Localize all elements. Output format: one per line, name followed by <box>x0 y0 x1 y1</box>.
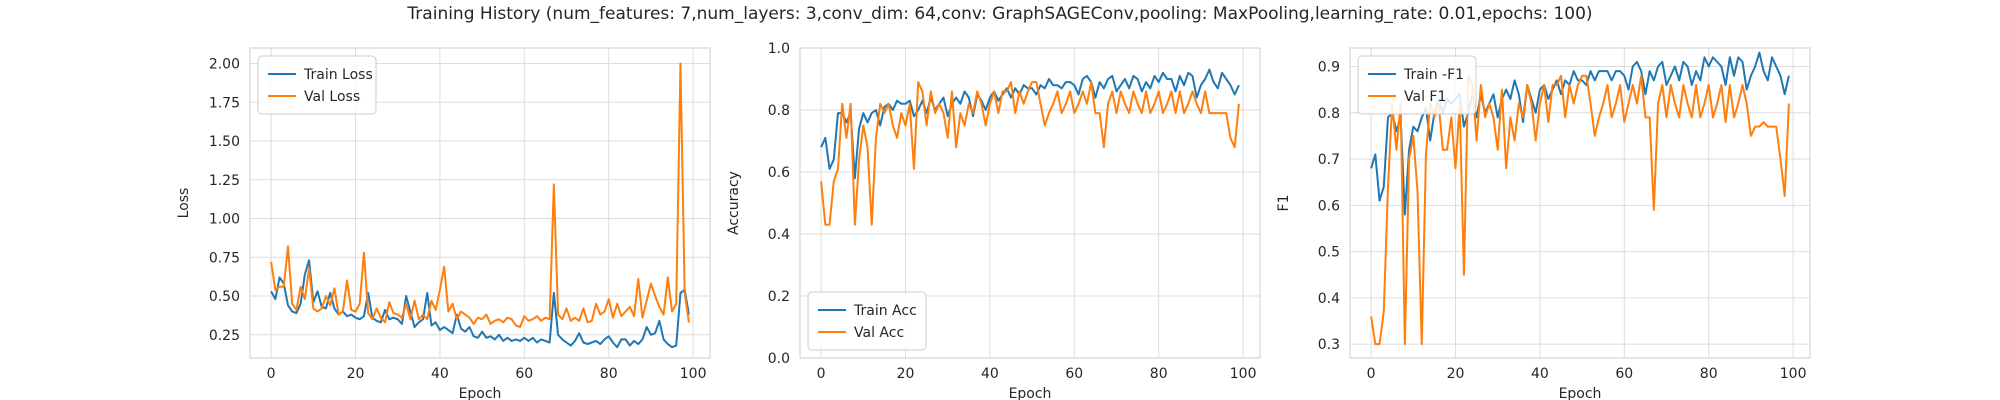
series-line-val-f1 <box>1370 74 1790 346</box>
legend-label: Train Acc <box>853 303 917 319</box>
x-axis-label: Epoch <box>1559 386 1602 400</box>
x-tick-label: 40 <box>431 366 449 382</box>
y-tick-label: 0.6 <box>768 165 790 181</box>
y-tick-label: 1.00 <box>209 212 240 228</box>
subplot-1: 0 20 40 60 80 100 0.25 0.50 0.75 1.00 1.25 1.50 1.75… <box>176 47 711 400</box>
x-tick-label: 80 <box>1700 366 1718 382</box>
x-tick-label: 40 <box>981 366 999 382</box>
x-tick-label: 0 <box>817 366 826 382</box>
x-tick-label: 80 <box>1150 366 1168 382</box>
y-axis-label: Loss <box>176 188 192 219</box>
y-tick-label: 0.7 <box>1318 152 1340 168</box>
x-tick-label: 0 <box>1367 366 1376 382</box>
y-axis-label: Accuracy <box>726 171 742 235</box>
y-tick-label: 0.3 <box>1318 337 1340 353</box>
y-tick-label: 0.8 <box>768 103 790 119</box>
y-tick-label: 2.00 <box>209 57 240 73</box>
y-tick-label: 0.8 <box>1318 106 1340 122</box>
x-tick-label: 20 <box>347 366 365 382</box>
series-line-train-loss <box>270 259 690 349</box>
x-tick-label: 20 <box>897 366 915 382</box>
x-tick-label: 100 <box>680 366 707 382</box>
axes-frame <box>799 47 1261 359</box>
y-tick-label: 0.4 <box>768 227 790 243</box>
legend-label: Train -F1 <box>1403 67 1464 83</box>
x-tick-label: 80 <box>600 366 618 382</box>
subplot-3: 0 20 40 60 80 100 0.3 0.4 0.5 0.6 0.7 0.8 0.9 Epoch F1… <box>1276 47 1811 400</box>
legend-label: Train Loss <box>303 67 373 83</box>
legend-label: Val F1 <box>1404 89 1446 105</box>
y-tick-label: 0.6 <box>1318 198 1340 214</box>
x-tick-label: 60 <box>515 366 533 382</box>
x-axis-label: Epoch <box>1009 386 1052 400</box>
x-tick-label: 40 <box>1531 366 1549 382</box>
x-axis-label: Epoch <box>459 386 502 400</box>
legend: Train Loss Val Loss <box>257 55 377 115</box>
series-line-val-acc <box>820 81 1240 226</box>
legend-label: Val Acc <box>854 325 904 341</box>
x-tick-label: 60 <box>1065 366 1083 382</box>
axes-frame <box>249 47 711 359</box>
y-tick-label: 1.25 <box>209 173 240 189</box>
y-tick-label: 0.75 <box>209 250 240 266</box>
y-tick-label: 0.5 <box>1318 245 1340 261</box>
y-tick-label: 1.75 <box>209 95 240 111</box>
y-tick-label: 0.2 <box>768 289 790 305</box>
y-tick-label: 0.9 <box>1318 60 1340 76</box>
y-tick-label: 0.25 <box>209 328 240 344</box>
figure-title: Training History (num_features: 7,num_la… <box>407 4 1593 24</box>
legend-label: Val Loss <box>304 89 360 105</box>
legend-box <box>1357 55 1477 115</box>
x-tick-label: 0 <box>267 366 276 382</box>
y-tick-label: 0.4 <box>1318 291 1340 307</box>
x-tick-label: 60 <box>1615 366 1633 382</box>
legend: Train -F1 Val F1 <box>1357 55 1477 115</box>
series-line-val-loss <box>270 62 690 328</box>
y-tick-label: 0.50 <box>209 289 240 305</box>
y-tick-label: 0.0 <box>768 351 790 367</box>
y-axis-label: F1 <box>1276 195 1292 212</box>
y-tick-label: 1.50 <box>209 134 240 150</box>
y-tick-label: 1.0 <box>768 41 790 57</box>
axes-frame <box>1349 47 1811 359</box>
subplot-2: 0 20 40 60 80 100 0.0 0.2 0.4 0.6 0.8 1.0 Epoch Accur… <box>726 41 1261 400</box>
legend: Train Acc Val Acc <box>807 291 927 351</box>
x-tick-label: 20 <box>1447 366 1465 382</box>
legend-box <box>257 55 377 115</box>
legend-box <box>807 291 927 351</box>
x-tick-label: 100 <box>1780 366 1807 382</box>
x-tick-label: 100 <box>1230 366 1257 382</box>
